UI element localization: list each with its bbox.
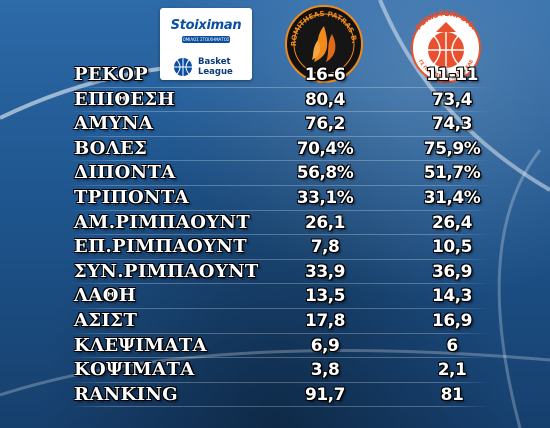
row-divider — [70, 307, 490, 309]
row-divider — [70, 406, 490, 408]
home-value: 33,1% — [296, 188, 354, 208]
stat-row: ΤΡΙΠΟΝΤΑ 33,1% 31,4% — [0, 186, 550, 211]
home-value: 70,4% — [296, 138, 354, 159]
league-line-1: Basket — [198, 57, 231, 67]
row-divider — [70, 283, 490, 285]
away-value: 2,1 — [437, 360, 467, 381]
stat-row: RANKING 91,7 81 — [0, 383, 550, 408]
sponsor-tagline: ΟΜΙΛΟΣ ΣΤΟΙΧΗΜΑΤΟΣ — [182, 36, 230, 43]
league-name: Basket League — [198, 57, 250, 77]
row-divider — [70, 160, 490, 162]
away-value: 81 — [440, 384, 464, 405]
away-value: 6 — [446, 335, 458, 356]
away-value: 74,3 — [432, 114, 472, 135]
stat-row: ΒΟΛΕΣ 70,4% 75,9% — [0, 137, 550, 162]
row-divider — [70, 209, 490, 211]
stat-label: ΕΠ.ΡΙΜΠΑΟΥΝΤ — [74, 236, 248, 258]
home-value: 33,9 — [305, 261, 345, 282]
row-divider — [70, 111, 490, 113]
stat-label: ΤΡΙΠΟΝΤΑ — [74, 187, 190, 208]
row-divider — [70, 234, 490, 236]
home-value: 80,4 — [305, 89, 345, 110]
stat-label: ΚΟΨΙΜΑΤΑ — [74, 359, 195, 381]
away-value: 11-11 — [426, 65, 478, 85]
home-value: 6,9 — [310, 335, 340, 356]
home-value: 17,8 — [305, 311, 345, 331]
away-value: 26,4 — [432, 212, 472, 233]
stat-label: ΚΛΕΨΙΜΑΤΑ — [74, 334, 208, 356]
stat-label: ΣΥΝ.ΡΙΜΠΑΟΥΝΤ — [74, 260, 259, 282]
row-divider — [70, 357, 490, 359]
home-value: 13,5 — [305, 286, 345, 307]
home-value: 91,7 — [305, 384, 345, 405]
stat-label: ΑΜΥΝΑ — [74, 113, 154, 135]
header-logos: Stoiximan ΟΜΙΛΟΣ ΣΤΟΙΧΗΜΑΤΟΣ Basket Leag… — [0, 0, 550, 84]
home-value: 26,1 — [305, 212, 345, 233]
stat-row: ΕΠ.ΡΙΜΠΑΟΥΝΤ 7,8 10,5 — [0, 235, 550, 260]
away-value: 36,9 — [432, 261, 472, 282]
stat-row: ΡΕΚΟΡ 16-6 11-11 — [0, 63, 550, 88]
stat-row: ΑΜ.ΡΙΜΠΑΟΥΝΤ 26,1 26,4 — [0, 211, 550, 236]
row-divider — [70, 135, 490, 137]
stat-row: ΣΥΝ.ΡΙΜΠΑΟΥΝΤ 33,9 36,9 — [0, 260, 550, 285]
stat-label: ΔΙΠΟΝΤΑ — [74, 162, 176, 184]
stat-row: ΔΙΠΟΝΤΑ 56,8% 51,7% — [0, 161, 550, 186]
home-value: 16-6 — [304, 65, 346, 85]
league-line-2: League — [198, 67, 233, 77]
stat-label: RANKING — [74, 383, 179, 405]
stat-row: ΚΛΕΨΙΜΑΤΑ 6,9 6 — [0, 334, 550, 359]
stat-row: ΕΠΙΘΕΣΗ 80,4 73,4 — [0, 88, 550, 113]
stat-label: ΑΜ.ΡΙΜΠΑΟΥΝΤ — [74, 211, 251, 233]
stat-label: ΕΠΙΘΕΣΗ — [74, 88, 176, 110]
peristeri-logo: PERISTERI B.C. ΓΣ ΠΕΡΙΣΤΕΡΙΟΥ 1971 ΚΑΕ — [411, 9, 481, 83]
sponsor-logo: Stoiximan ΟΜΙΛΟΣ ΣΤΟΙΧΗΜΑΤΟΣ Basket Leag… — [160, 8, 252, 80]
home-value: 7,8 — [310, 237, 340, 258]
stat-label: ΡΕΚΟΡ — [74, 64, 149, 85]
stat-row: ΑΜΥΝΑ 76,2 74,3 — [0, 112, 550, 137]
row-divider — [70, 258, 490, 260]
away-value: 10,5 — [432, 237, 472, 258]
row-divider — [70, 332, 490, 334]
row-divider — [70, 381, 490, 383]
away-value: 31,4% — [423, 188, 481, 208]
stat-label: ΛΑΘΗ — [74, 285, 137, 307]
stat-label: ΑΣΙΣΤ — [74, 310, 138, 331]
home-value: 76,2 — [305, 114, 345, 135]
stat-row: ΛΑΘΗ 13,5 14,3 — [0, 284, 550, 309]
away-value: 14,3 — [432, 286, 472, 307]
stat-row: ΚΟΨΙΜΑΤΑ 3,8 2,1 — [0, 358, 550, 383]
home-value: 56,8% — [296, 163, 354, 184]
away-value: 16,9 — [432, 311, 472, 331]
away-value: 75,9% — [423, 138, 481, 159]
promitheas-logo: PROMITHEAS PATRAS B.C. — [284, 4, 363, 83]
stat-row: ΑΣΙΣΤ 17,8 16,9 — [0, 309, 550, 334]
row-divider — [70, 184, 490, 186]
away-value: 51,7% — [423, 163, 481, 184]
away-value: 73,4 — [432, 89, 472, 110]
stat-label: ΒΟΛΕΣ — [74, 137, 148, 159]
home-value: 3,8 — [310, 360, 340, 381]
sponsor-name: Stoiximan — [170, 18, 242, 33]
basketball-icon — [174, 58, 192, 76]
row-divider — [70, 86, 490, 88]
